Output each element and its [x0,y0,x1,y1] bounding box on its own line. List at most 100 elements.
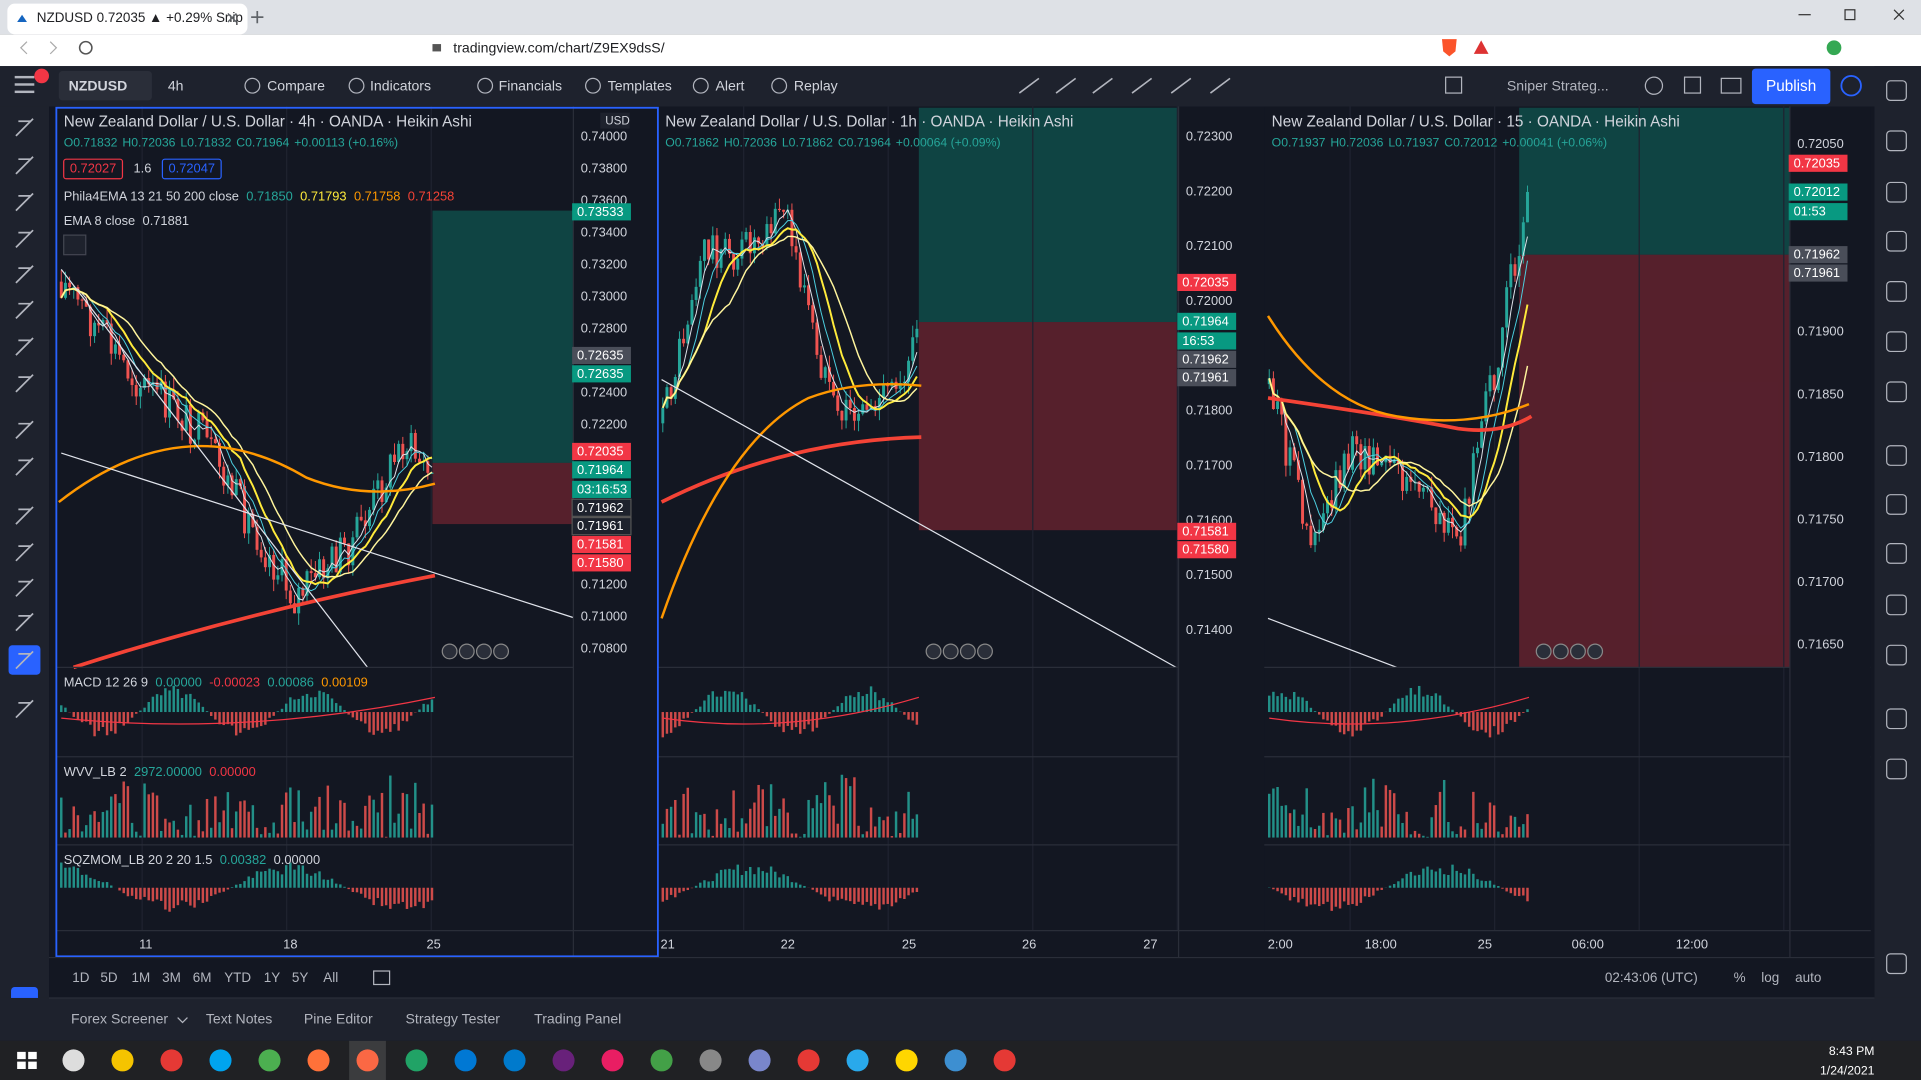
sidebar-icon [1886,181,1907,203]
histogram-bar [205,711,209,713]
price-axis-label: 0.71650 [1797,637,1843,652]
histogram-bar [1351,887,1354,905]
bottom-tab[interactable]: Forex Screener [71,1011,168,1027]
candle-body [1484,391,1488,422]
clock[interactable]: 02:43:06 (UTC) [1605,970,1698,985]
taskbar-app[interactable] [846,1049,869,1072]
taskbar-app[interactable] [454,1049,477,1072]
taskbar-app[interactable] [650,1049,673,1072]
candle-body [777,208,781,211]
taskbar-app[interactable] [160,1049,183,1072]
publish[interactable]: Publish [1766,78,1816,95]
strategy[interactable]: Sniper Strateg... [1507,78,1609,94]
symbol[interactable]: NZDUSD [69,78,128,94]
tool-icon [15,192,34,212]
range-button[interactable]: YTD [224,970,251,985]
taskbar-app[interactable] [209,1049,232,1072]
histogram-bar [114,794,117,838]
moving-average [662,220,918,412]
bottom-tab[interactable]: Pine Editor [304,1011,373,1027]
collapse-btn [63,234,87,256]
scale-option[interactable]: % [1734,970,1746,985]
histogram-bar [1501,887,1504,889]
toolbar-item[interactable]: Indicators [370,78,431,94]
histogram-bar [1522,712,1525,713]
histogram-bar [339,800,342,838]
toolbar-item[interactable]: Templates [608,78,672,94]
order-box[interactable]: 0.72047 [169,160,215,175]
histogram-bar [907,791,910,838]
scale-option[interactable]: auto [1795,970,1821,985]
indicator-value: 0.00000 [209,764,255,779]
range-button[interactable]: 1Y [264,970,280,985]
price-axis-label: 0.71000 [581,608,627,623]
pane-title[interactable]: New Zealand Dollar / U.S. Dollar · 4h · … [64,113,472,130]
candle-body [68,282,72,288]
histogram-bar [774,871,777,888]
pane-title[interactable]: New Zealand Dollar / U.S. Dollar · 15 · … [1272,113,1680,130]
range-button[interactable]: All [323,970,338,985]
taskbar-app[interactable] [944,1049,967,1072]
taskbar-app[interactable] [699,1049,722,1072]
taskbar-app[interactable] [111,1049,134,1072]
histogram-bar [355,825,359,838]
histogram-bar [915,887,919,892]
taskbar-app[interactable] [356,1049,379,1072]
range-button[interactable]: 1M [132,970,151,985]
taskbar-app[interactable] [797,1049,820,1072]
pane-title[interactable]: New Zealand Dollar / U.S. Dollar · 1h · … [665,113,1073,130]
bottom-tab[interactable]: Trading Panel [534,1011,621,1027]
range-button[interactable]: 3M [162,970,181,985]
range-button[interactable]: 5Y [292,970,308,985]
toolbar-item[interactable]: Alert [715,78,744,94]
histogram-bar [64,867,67,888]
taskbar-app[interactable] [552,1049,575,1072]
range-button[interactable]: 5D [100,970,117,985]
histogram-bar [1347,712,1350,732]
bottom-tab[interactable]: Text Notes [206,1011,273,1027]
candle-body [80,299,84,301]
start-btn [17,1051,37,1069]
histogram-bar [1480,828,1483,838]
url[interactable]: tradingview.com/chart/Z9EX9dsS/ [453,40,664,56]
histogram-bar [1526,814,1529,838]
histogram-bar [184,816,188,838]
histogram-bar [414,782,417,838]
candle-body [727,238,731,254]
taskbar-app[interactable] [601,1049,624,1072]
histogram-bar [405,712,409,722]
histogram-bar [1497,886,1500,888]
taskbar-app[interactable] [307,1049,330,1072]
order-box[interactable]: 0.72027 [70,160,116,175]
order-box[interactable]: 1.6 [133,160,151,175]
histogram-bar [1484,822,1488,838]
histogram-bar [1309,887,1313,905]
taskbar-app[interactable] [405,1049,428,1072]
bottom-tab[interactable]: Strategy Tester [406,1011,501,1027]
taskbar-app[interactable] [895,1049,918,1072]
candle-body [769,224,773,234]
range-button[interactable]: 6M [193,970,212,985]
histogram-bar [376,712,380,731]
price-tag: 16:53 [1182,333,1214,348]
taskbar-app[interactable] [62,1049,85,1072]
tab-title[interactable]: NZDUSD 0.72035 ▲ +0.29% Snip [37,10,243,25]
histogram-bar [807,799,810,838]
toolbar-item[interactable]: Compare [267,78,325,94]
histogram-bar [732,691,735,713]
taskbar-app[interactable] [748,1049,771,1072]
toolbar-item[interactable]: Replay [794,78,839,94]
histogram-bar [247,876,250,888]
interval[interactable]: 4h [168,78,184,94]
candle-body [811,305,815,323]
scale-option[interactable]: log [1761,970,1779,985]
range-button[interactable]: 1D [72,970,89,985]
taskbar-app[interactable] [258,1049,281,1072]
histogram-bar [699,814,702,838]
toolbar-item[interactable]: Financials [499,78,562,94]
taskbar-app[interactable] [993,1049,1016,1072]
dropdown [177,1017,188,1024]
histogram-bar [243,712,246,729]
taskbar-app[interactable] [503,1049,526,1072]
histogram-bar [1347,807,1350,838]
